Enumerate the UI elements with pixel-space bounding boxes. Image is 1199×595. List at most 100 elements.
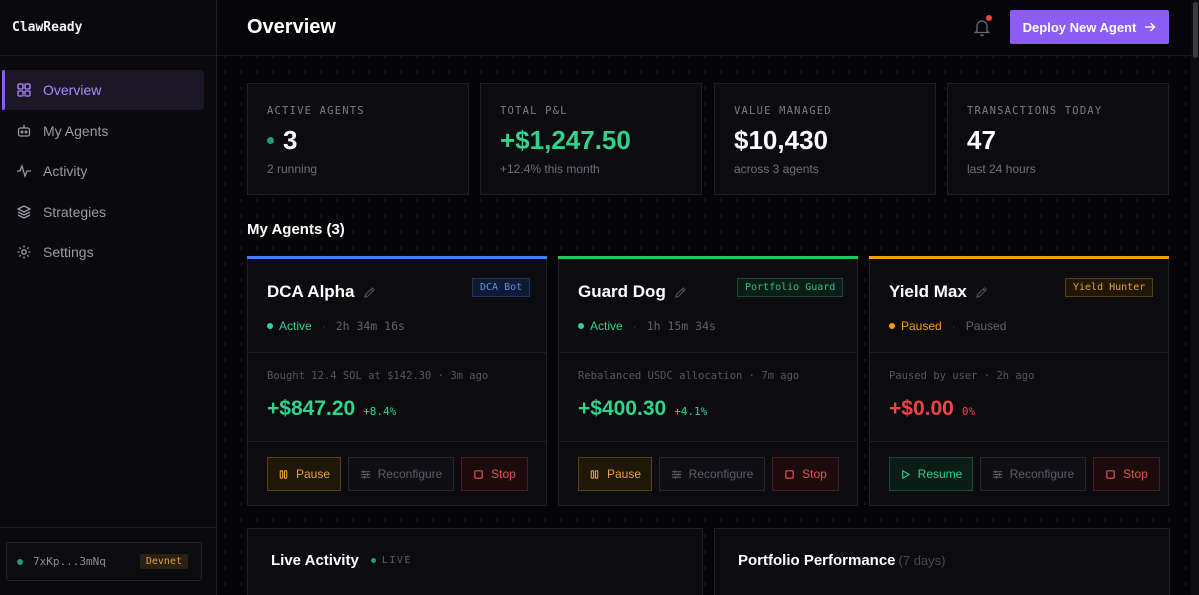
divider xyxy=(248,352,546,353)
stat-card-transactions-today: TRANSACTIONS TODAY 47 last 24 hours xyxy=(947,83,1169,195)
notification-bell-icon[interactable] xyxy=(972,15,992,37)
deploy-new-agent-button[interactable]: Deploy New Agent xyxy=(1010,10,1169,44)
agent-name: Yield Max xyxy=(889,282,988,302)
agent-pnl: +$0.00 0% xyxy=(889,397,975,421)
agent-name: Guard Dog xyxy=(578,282,687,302)
separator: · xyxy=(951,319,956,333)
play-icon xyxy=(901,469,910,479)
resume-button[interactable]: Resume xyxy=(889,457,973,491)
stat-sub: +12.4% this month xyxy=(500,162,600,176)
divider xyxy=(559,441,857,442)
page-title: Overview xyxy=(247,16,336,38)
sidebar-item-settings[interactable]: Settings xyxy=(3,232,204,272)
stat-value: +$1,247.50 xyxy=(500,125,631,155)
agent-type-badge: Portfolio Guard xyxy=(737,278,844,297)
uptime: Paused xyxy=(965,319,1007,333)
stat-sub: 2 running xyxy=(267,162,318,176)
button-label: Reconfigure xyxy=(1009,467,1075,481)
edit-pencil-icon[interactable] xyxy=(975,286,988,299)
uptime: 2h 34m 16s xyxy=(335,319,405,333)
sidebar-item-my-agents[interactable]: My Agents xyxy=(3,111,204,151)
panel-title: Live Activity LIVE xyxy=(271,552,412,569)
status-dot xyxy=(267,137,274,144)
agent-pnl: +$847.20 +8.4% xyxy=(267,397,396,421)
agent-card-yield-max[interactable]: Yield Max Yield Hunter Paused · Paused P… xyxy=(869,256,1169,506)
portfolio-performance-panel: Portfolio Performance (7 days) xyxy=(714,528,1170,595)
live-dot xyxy=(370,558,376,563)
sidebar: ClawReady Overview My Agents Activity xyxy=(0,0,217,595)
stat-label: TOTAL P&L xyxy=(500,105,568,117)
agent-type-badge: Yield Hunter xyxy=(1065,278,1154,297)
pnl-value: +$847.20 xyxy=(267,397,356,420)
scrollbar-thumb[interactable] xyxy=(1193,2,1198,58)
pnl-value: +$0.00 xyxy=(889,397,954,420)
stop-icon xyxy=(1106,469,1115,479)
stat-label: TRANSACTIONS TODAY xyxy=(967,105,1103,117)
sidebar-item-activity[interactable]: Activity xyxy=(3,151,204,191)
top-bar: Overview Deploy New Agent xyxy=(217,0,1199,56)
stop-button[interactable]: Stop xyxy=(772,457,839,491)
reconfigure-button[interactable]: Reconfigure xyxy=(659,457,765,491)
stat-sub: across 3 agents xyxy=(734,162,819,176)
status-dot xyxy=(578,323,584,329)
status-dot xyxy=(267,323,273,329)
stat-card-active-agents: ACTIVE AGENTS 3 2 running xyxy=(247,83,469,195)
uptime: 1h 15m 34s xyxy=(646,319,716,333)
separator: · xyxy=(632,319,637,333)
agent-card-dca-alpha[interactable]: DCA Alpha DCA Bot Active · 2h 34m 16s Bo… xyxy=(247,256,547,506)
sidebar-item-label: My Agents xyxy=(43,122,109,139)
time-range-label: (7 days) xyxy=(898,553,946,568)
agent-status: Active · 2h 34m 16s xyxy=(267,319,405,333)
divider xyxy=(248,441,546,442)
wallet-address: 7xKp...3mNq xyxy=(33,555,106,568)
status-text: Active xyxy=(279,319,312,333)
wallet-badge[interactable]: 7xKp...3mNq Devnet xyxy=(6,542,202,581)
divider xyxy=(0,527,216,528)
accent-bar xyxy=(869,256,1169,259)
live-indicator: LIVE xyxy=(370,555,412,566)
pause-button[interactable]: Pause xyxy=(578,457,652,491)
agent-name-text: DCA Alpha xyxy=(267,282,355,301)
button-label: Reconfigure xyxy=(688,467,754,481)
sidebar-item-strategies[interactable]: Strategies xyxy=(3,192,204,232)
live-activity-panel: Live Activity LIVE xyxy=(247,528,703,595)
scrollbar[interactable] xyxy=(1191,0,1199,595)
status-dot xyxy=(889,323,895,329)
pnl-value: +$400.30 xyxy=(578,397,667,420)
button-label: Stop xyxy=(491,467,516,481)
pause-icon xyxy=(590,469,599,479)
pnl-percent: +8.4% xyxy=(363,405,397,418)
agent-card-guard-dog[interactable]: Guard Dog Portfolio Guard Active · 1h 15… xyxy=(558,256,858,506)
stat-card-total-pnl: TOTAL P&L +$1,247.50 +12.4% this month xyxy=(480,83,702,195)
agent-status: Active · 1h 15m 34s xyxy=(578,319,716,333)
edit-pencil-icon[interactable] xyxy=(363,286,376,299)
live-label: LIVE xyxy=(381,555,412,566)
reconfigure-button[interactable]: Reconfigure xyxy=(980,457,1086,491)
stat-value: $10,430 xyxy=(734,125,828,155)
button-label: Stop xyxy=(1123,467,1148,481)
notification-badge xyxy=(986,15,992,21)
agent-name-text: Guard Dog xyxy=(578,282,666,301)
connection-status-dot xyxy=(17,558,23,565)
stop-icon xyxy=(785,469,794,479)
layers-icon xyxy=(16,204,32,220)
pulse-icon xyxy=(16,163,32,179)
divider xyxy=(870,352,1168,353)
edit-pencil-icon[interactable] xyxy=(674,286,687,299)
brand-logo[interactable]: ClawReady xyxy=(0,0,216,56)
gear-icon xyxy=(16,244,32,260)
sidebar-item-overview[interactable]: Overview xyxy=(2,70,204,110)
sidebar-nav: Overview My Agents Activity Strategies xyxy=(0,56,216,272)
stop-button[interactable]: Stop xyxy=(461,457,528,491)
panel-title: Portfolio Performance (7 days) xyxy=(738,552,946,569)
section-title-my-agents: My Agents (3) xyxy=(247,221,345,238)
agent-name: DCA Alpha xyxy=(267,282,376,302)
button-label: Stop xyxy=(802,467,827,481)
divider xyxy=(870,441,1168,442)
network-badge: Devnet xyxy=(139,554,188,569)
pause-button[interactable]: Pause xyxy=(267,457,341,491)
stop-button[interactable]: Stop xyxy=(1093,457,1160,491)
accent-bar xyxy=(247,256,547,259)
sidebar-item-label: Settings xyxy=(43,244,94,260)
reconfigure-button[interactable]: Reconfigure xyxy=(348,457,454,491)
